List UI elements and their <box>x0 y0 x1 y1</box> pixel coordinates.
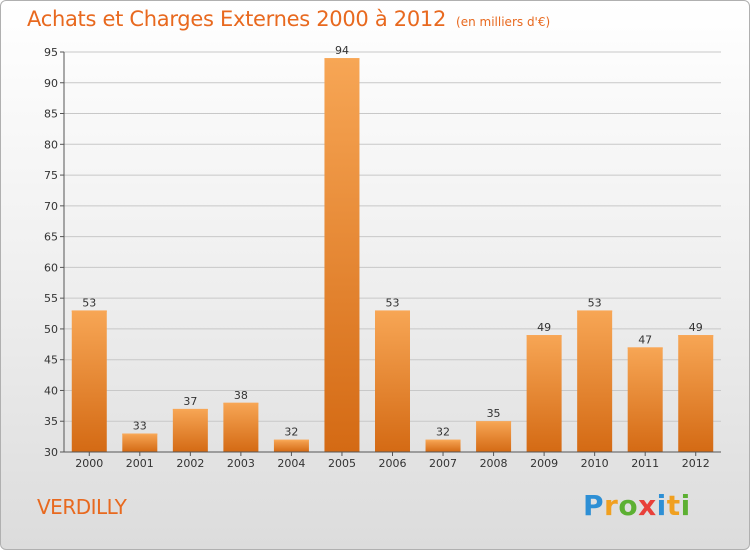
value-label: 32 <box>284 426 298 439</box>
axes: 30 35 40 45 50 55 60 65 70 75 80 85 90 95 2000 2001 2002… <box>44 46 721 470</box>
value-label: 53 <box>588 296 602 309</box>
y-tick-label: 30 <box>44 446 58 459</box>
value-label: 38 <box>234 389 248 402</box>
x-tick-label: 2009 <box>530 457 558 470</box>
bars <box>71 58 714 453</box>
bar-highlight <box>375 310 410 312</box>
value-label: 94 <box>335 44 349 57</box>
bar <box>425 439 461 452</box>
bar <box>577 310 613 452</box>
x-tick-label: 2006 <box>379 457 407 470</box>
bar <box>172 408 208 452</box>
bar-highlight <box>526 335 562 337</box>
bar-highlight <box>122 433 158 436</box>
y-tick-label: 50 <box>44 323 58 336</box>
bar <box>678 335 714 452</box>
value-label: 49 <box>689 321 703 334</box>
y-tick-label: 95 <box>44 46 58 59</box>
logo-letter: P <box>583 489 605 522</box>
bar-highlight <box>476 421 512 423</box>
x-tick-label: 2007 <box>429 457 457 470</box>
x-tick-label: 2002 <box>176 457 204 470</box>
x-tick-label: 2003 <box>227 457 255 470</box>
y-tick-label: 70 <box>44 200 58 213</box>
logo-letter: o <box>618 489 639 522</box>
value-labels: 53 33 37 38 32 94 53 32 35 49 53 47 49 <box>82 44 702 439</box>
x-tick-label: 2010 <box>581 457 609 470</box>
bar <box>324 58 360 453</box>
x-tick-label: 2012 <box>682 457 710 470</box>
chart-title: Achats et Charges Externes 2000 à 2012 <box>27 7 447 31</box>
value-label: 32 <box>436 426 450 439</box>
value-label: 49 <box>537 321 551 334</box>
y-tick-label: 85 <box>44 108 58 121</box>
value-label: 33 <box>133 420 147 433</box>
bar <box>476 421 512 452</box>
chart-subtitle: (en milliers d'€) <box>456 15 551 29</box>
bar-highlight <box>577 310 613 312</box>
y-tick-label: 35 <box>44 415 58 428</box>
bar-highlight <box>324 58 360 60</box>
bar <box>223 402 259 452</box>
bar-highlight <box>172 408 208 411</box>
y-tick-label: 65 <box>44 231 58 244</box>
value-label: 53 <box>386 296 400 309</box>
logo-letter: i <box>680 489 691 522</box>
logo-letter: r <box>604 489 619 522</box>
logo-letter: i <box>656 489 667 522</box>
bar-highlight <box>425 439 461 442</box>
bar-highlight <box>223 402 259 405</box>
bar-highlight <box>627 347 663 349</box>
x-tick-label: 2011 <box>631 457 659 470</box>
x-tick-label: 2004 <box>277 457 305 470</box>
commune-name: VERDILLY <box>37 495 127 519</box>
bar-highlight <box>273 439 309 442</box>
y-tick-label: 55 <box>44 292 58 305</box>
bar <box>627 347 663 452</box>
logo-letter: x <box>638 489 657 522</box>
y-tick-label: 40 <box>44 384 58 397</box>
bar <box>526 335 562 452</box>
value-label: 47 <box>638 333 652 346</box>
y-tick-label: 45 <box>44 354 58 367</box>
x-tick-label: 2000 <box>75 457 103 470</box>
bar-highlight <box>678 335 714 337</box>
value-label: 35 <box>487 407 501 420</box>
y-tick-label: 75 <box>44 169 58 182</box>
bar <box>122 433 158 452</box>
value-label: 37 <box>183 395 197 408</box>
bar <box>71 310 107 452</box>
y-tick-label: 80 <box>44 138 58 151</box>
chart-header: Achats et Charges Externes 2000 à 2012 (e… <box>27 7 550 31</box>
y-tick-label: 60 <box>44 261 58 274</box>
x-tick-label: 2005 <box>328 457 356 470</box>
bar <box>273 439 309 452</box>
bar <box>375 310 410 452</box>
bar-highlight <box>71 310 107 312</box>
value-label: 53 <box>82 296 96 309</box>
x-tick-label: 2001 <box>126 457 154 470</box>
x-tick-label: 2008 <box>480 457 508 470</box>
logo-letter: t <box>666 489 681 522</box>
proxiti-logo[interactable]: Proxiti <box>583 489 691 522</box>
y-tick-label: 90 <box>44 77 58 90</box>
